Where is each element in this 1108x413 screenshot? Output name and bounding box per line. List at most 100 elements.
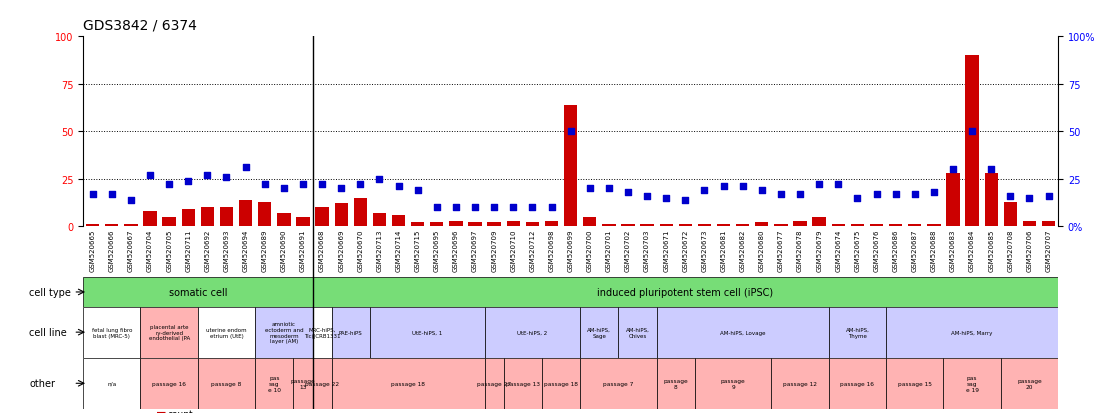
Bar (141, 358, 198, 409)
Text: GSM520705: GSM520705 (166, 229, 172, 271)
Text: GSM520681: GSM520681 (720, 229, 727, 272)
Text: GSM520679: GSM520679 (817, 229, 822, 272)
Bar (488, 223, 501, 227)
Bar (678, 225, 692, 227)
Point (1002, 193, 1019, 199)
Point (84, 191, 102, 198)
Bar (622, 225, 635, 227)
Text: induced pluripotent stem cell (iPSC): induced pluripotent stem cell (iPSC) (597, 287, 773, 297)
Bar (198, 307, 255, 358)
Text: somatic cell: somatic cell (168, 287, 227, 297)
Bar (335, 204, 348, 227)
Point (677, 197, 695, 204)
Point (753, 188, 771, 194)
Point (237, 165, 255, 171)
Bar (86, 225, 100, 227)
Text: GDS3842 / 6374: GDS3842 / 6374 (83, 19, 197, 33)
Bar (1001, 358, 1058, 409)
Bar (294, 358, 312, 409)
Point (1020, 195, 1038, 202)
Text: ■: ■ (156, 412, 166, 413)
Bar (316, 208, 329, 227)
Text: percentile rank within the sample: percentile rank within the sample (168, 412, 321, 413)
Point (543, 204, 561, 211)
Text: cell type: cell type (30, 287, 71, 297)
Text: GSM520672: GSM520672 (683, 229, 688, 271)
Bar (353, 198, 367, 227)
Text: GSM520691: GSM520691 (300, 229, 306, 272)
Point (390, 183, 408, 190)
Text: UtE-hiPS, 1: UtE-hiPS, 1 (412, 330, 442, 335)
Text: GSM520671: GSM520671 (664, 229, 669, 272)
Text: GSM520685: GSM520685 (988, 229, 994, 271)
Point (161, 182, 178, 188)
Text: GSM520702: GSM520702 (625, 229, 630, 271)
Point (504, 204, 522, 211)
Point (485, 204, 503, 211)
Text: GSM520684: GSM520684 (970, 229, 975, 271)
Bar (258, 202, 271, 227)
Bar (965, 56, 978, 227)
Bar (771, 358, 829, 409)
Text: GSM520666: GSM520666 (109, 229, 115, 272)
Text: GSM520693: GSM520693 (224, 229, 229, 272)
Bar (756, 223, 769, 227)
Text: other: other (30, 378, 55, 388)
Point (830, 182, 848, 188)
Point (198, 172, 216, 179)
Text: MRC-hiPS,
Tic(JCRB1331: MRC-hiPS, Tic(JCRB1331 (304, 327, 340, 338)
Text: passage
13: passage 13 (290, 378, 316, 389)
Text: passage 22: passage 22 (305, 381, 339, 386)
Bar (331, 358, 484, 409)
Text: GSM520694: GSM520694 (243, 229, 248, 271)
Point (428, 204, 445, 211)
Text: GSM520704: GSM520704 (147, 229, 153, 271)
Text: AM-hiPS,
Chives: AM-hiPS, Chives (626, 327, 649, 338)
Text: GSM520713: GSM520713 (377, 229, 382, 272)
Bar (851, 225, 864, 227)
Bar (83, 358, 141, 409)
Bar (943, 358, 1001, 409)
Text: cell line: cell line (30, 328, 68, 337)
Point (791, 191, 809, 198)
Bar (469, 223, 482, 227)
Bar (255, 358, 294, 409)
Bar (736, 225, 749, 227)
Text: GSM520692: GSM520692 (204, 229, 211, 271)
Point (466, 204, 484, 211)
Bar (504, 358, 542, 409)
Point (562, 128, 579, 135)
Bar (143, 211, 156, 227)
Text: PAE-hiPS: PAE-hiPS (339, 330, 362, 335)
Text: GSM520682: GSM520682 (740, 229, 746, 271)
Text: ■: ■ (156, 409, 166, 413)
Point (275, 185, 293, 192)
Text: GSM520680: GSM520680 (759, 229, 765, 272)
Bar (927, 225, 941, 227)
Text: GSM520683: GSM520683 (950, 229, 956, 272)
Text: passage 7: passage 7 (603, 381, 634, 386)
Point (849, 195, 866, 202)
Text: GSM520678: GSM520678 (797, 229, 803, 272)
Bar (277, 214, 290, 227)
Bar (581, 358, 657, 409)
Text: GSM520669: GSM520669 (338, 229, 345, 272)
Bar (946, 173, 960, 227)
Point (332, 185, 350, 192)
Text: GSM520677: GSM520677 (778, 229, 784, 272)
Bar (602, 225, 616, 227)
Point (619, 189, 637, 196)
Text: GSM520710: GSM520710 (511, 229, 516, 272)
Bar (372, 214, 386, 227)
Point (868, 191, 885, 198)
Bar (296, 217, 309, 227)
Text: GSM520698: GSM520698 (548, 229, 554, 272)
Point (715, 183, 732, 190)
Bar (239, 200, 253, 227)
Text: UtE-hiPS, 2: UtE-hiPS, 2 (517, 330, 547, 335)
Bar (370, 307, 484, 358)
Bar (198, 358, 255, 409)
Bar (141, 307, 198, 358)
Bar (255, 307, 312, 358)
Point (810, 182, 828, 188)
